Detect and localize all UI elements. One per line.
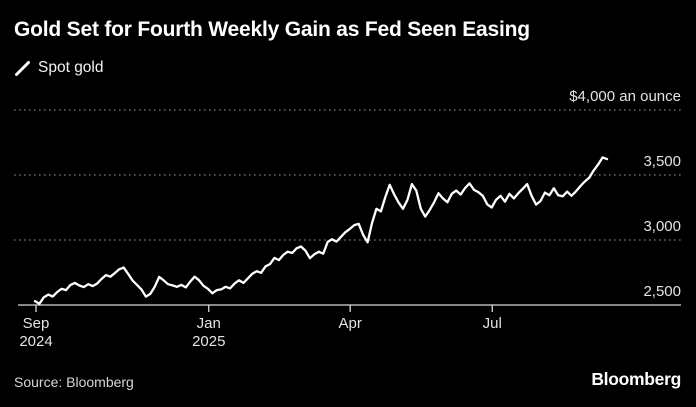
x-tick-label: Jan 2025 bbox=[192, 315, 226, 350]
x-tick-label: Sep 2024 bbox=[19, 315, 53, 350]
y-tick-label: 3,500 bbox=[643, 153, 681, 170]
legend-label: Spot gold bbox=[38, 59, 104, 76]
spot-gold-price-line bbox=[33, 156, 609, 305]
chart-title: Gold Set for Fourth Weekly Gain as Fed S… bbox=[14, 18, 530, 41]
bloomberg-logo: Bloomberg bbox=[591, 369, 681, 389]
x-tick-label: Apr bbox=[338, 315, 362, 332]
y-tick-label: 2,500 bbox=[643, 283, 681, 300]
slash-icon bbox=[15, 60, 30, 76]
y-tick-label: 3,000 bbox=[643, 218, 681, 235]
legend-spot-gold: Spot gold bbox=[14, 59, 104, 77]
x-tick-label: Jul bbox=[482, 315, 502, 332]
source-credit: Source: Bloomberg bbox=[14, 374, 134, 390]
y-tick-label: $4,000 an ounce bbox=[569, 88, 681, 105]
